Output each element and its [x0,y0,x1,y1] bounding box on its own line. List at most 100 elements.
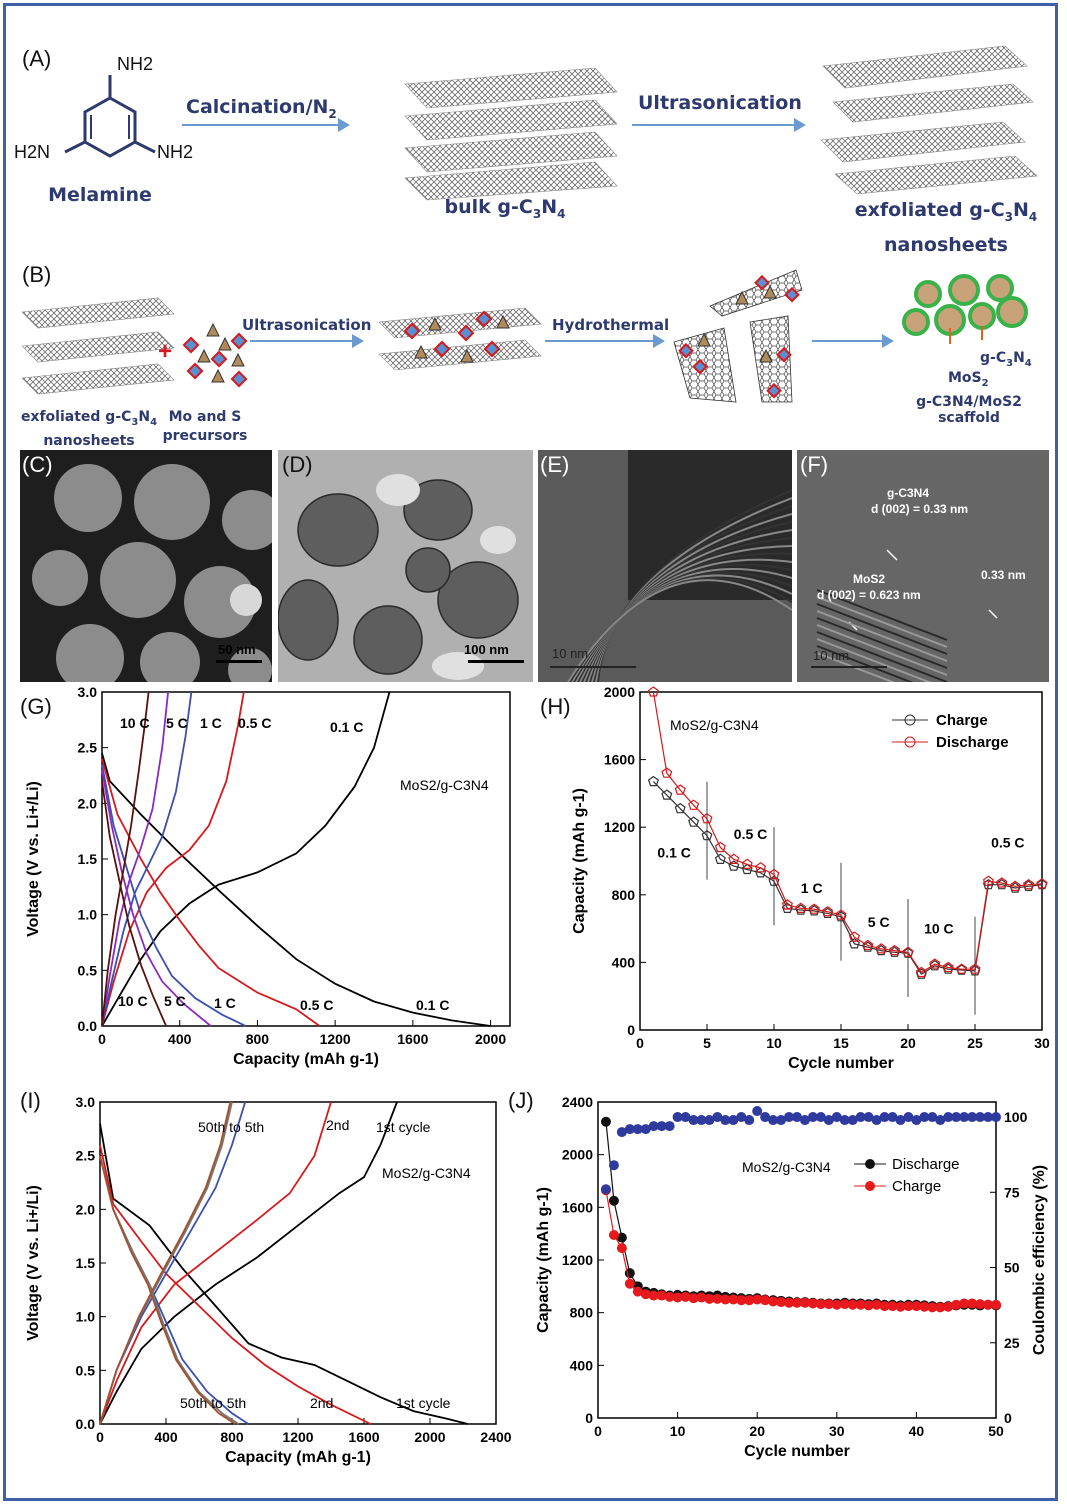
point-charge [902,947,914,958]
point-coulombic-efficiency [656,1121,667,1132]
legend-marker-charge [904,714,916,726]
point-charge [755,867,767,878]
mos2-lattice-fringe [816,631,948,682]
point-charge [688,816,700,827]
melamine-h2n-left: H2N [14,142,50,162]
y-tick-label: 1200 [562,1252,593,1268]
point-charge [887,1301,898,1312]
point-charge [744,1295,755,1306]
point-discharge [661,767,673,778]
bulk-gc3n4-sheets [404,67,618,201]
discharge-curve-0.1-C [101,752,491,1027]
point-coulombic-efficiency [624,1124,635,1135]
legend-marker-charge [865,1181,875,1191]
point-charge [648,1290,659,1301]
rate-label-bottom: 0.1 C [416,997,449,1013]
point-coulombic-efficiency [632,1124,643,1135]
y-tick-label: 0.5 [76,1362,96,1378]
point-charge [704,1293,715,1304]
x-tick-label: 1200 [320,1031,351,1047]
point-discharge [929,958,941,969]
rate-label-top: 0.5 C [238,715,271,731]
charge-curve-2nd [99,1101,332,1425]
point-charge [664,1291,675,1302]
point-charge [680,1291,691,1302]
line-charge [652,781,1043,976]
label-f-gc3n4: g-C3N4 [887,486,930,500]
point-coulombic-efficiency [895,1115,906,1126]
y-tick-label: 2.0 [76,1201,96,1217]
chart-g-discharge-charge-curves: 0 400 800 1200 1600 2000 0.0 0.5 1.0 1.5 2.0 2.5 3.0… [25,684,511,1068]
x-tick-label: 10 [766,1035,782,1051]
arrow-calcination [182,118,350,132]
nanosheets-b [21,297,175,395]
point-charge [799,1297,810,1308]
point-coulombic-efficiency [672,1112,683,1123]
bulk-label: bulk g-C3N4 [444,196,566,221]
mos2-lattice-fringe [816,638,932,682]
x-tick-label: 0 [636,1035,644,1051]
melamine-structure: NH2 H2N NH2 [14,54,193,162]
point-discharge [808,903,820,914]
arrow-hydrothermal [545,334,665,348]
charge-curve-0.5-C [101,691,245,1027]
x-tick-label: 1200 [282,1429,313,1445]
point-charge [728,860,740,871]
label-f-gc3n4-spacing: d (002) = 0.33 nm [871,502,969,516]
scale-label-e: 10 nm [552,646,589,661]
point-discharge [996,877,1008,888]
rate-label: 0.5 C [991,834,1024,850]
discharge-curve-2nd [99,1144,371,1425]
point-charge [688,1293,699,1304]
point-charge [855,1299,866,1310]
x-tick-label: 25 [967,1035,983,1051]
charge-curve-10-C [101,691,150,1027]
panel-label-e: (E) [540,452,570,477]
point-charge [608,1229,619,1240]
mos2-lattice-fringe [816,617,948,669]
y-tick-label: 1600 [604,752,635,768]
point-charge [895,1301,906,1312]
point-coulombic-efficiency [640,1124,651,1135]
point-charge [807,1298,818,1309]
rate-label-bottom: 0.5 C [300,997,333,1013]
point-charge [919,1301,930,1312]
point-coulombic-efficiency [919,1112,930,1123]
melamine-label: Melamine [48,184,152,206]
point-coulombic-efficiency [959,1112,970,1123]
scaffold-label: g-C3N4/MoS2 scaffold [916,394,1022,426]
point-discharge [616,1232,627,1243]
legend-marker-discharge [904,736,916,748]
point-charge [616,1243,627,1254]
scale-label-f: 10 nm [813,648,850,663]
y2-tick-label: 75 [1004,1184,1020,1200]
y-tick-label: 400 [612,954,636,970]
panel-label-g: (G) [20,694,52,719]
point-discharge [862,939,874,951]
point-coulombic-efficiency [863,1112,874,1123]
precursor-particles [182,322,248,388]
point-discharge [902,946,914,957]
line-discharge [605,1121,997,1308]
point-charge [792,1297,802,1308]
rate-label-top: 10 C [120,715,150,731]
point-charge [1036,878,1048,890]
y-tick-label: 3.0 [76,1094,96,1110]
point-coulombic-efficiency [608,1160,619,1171]
panel-label-d: (D) [282,452,313,477]
rate-label: 5 C [868,914,890,930]
point-charge [768,1296,779,1307]
rate-label-bottom: 10 C [118,993,148,1009]
point-coulombic-efficiency [736,1112,747,1123]
point-coulombic-efficiency [776,1115,787,1126]
x-axis-label: Cycle number [788,1055,894,1072]
point-coulombic-efficiency [799,1115,810,1126]
x-axis-label: Capacity (mAh g-1) [225,1449,371,1466]
y-tick-label: 2000 [562,1147,593,1163]
point-discharge [969,963,981,974]
x-tick-label: 400 [154,1429,178,1445]
x-tick-label: 1600 [348,1429,379,1445]
point-charge [736,1295,747,1306]
x-axis-label: Capacity (mAh g-1) [233,1051,379,1068]
x-tick-label: 15 [833,1035,849,1051]
